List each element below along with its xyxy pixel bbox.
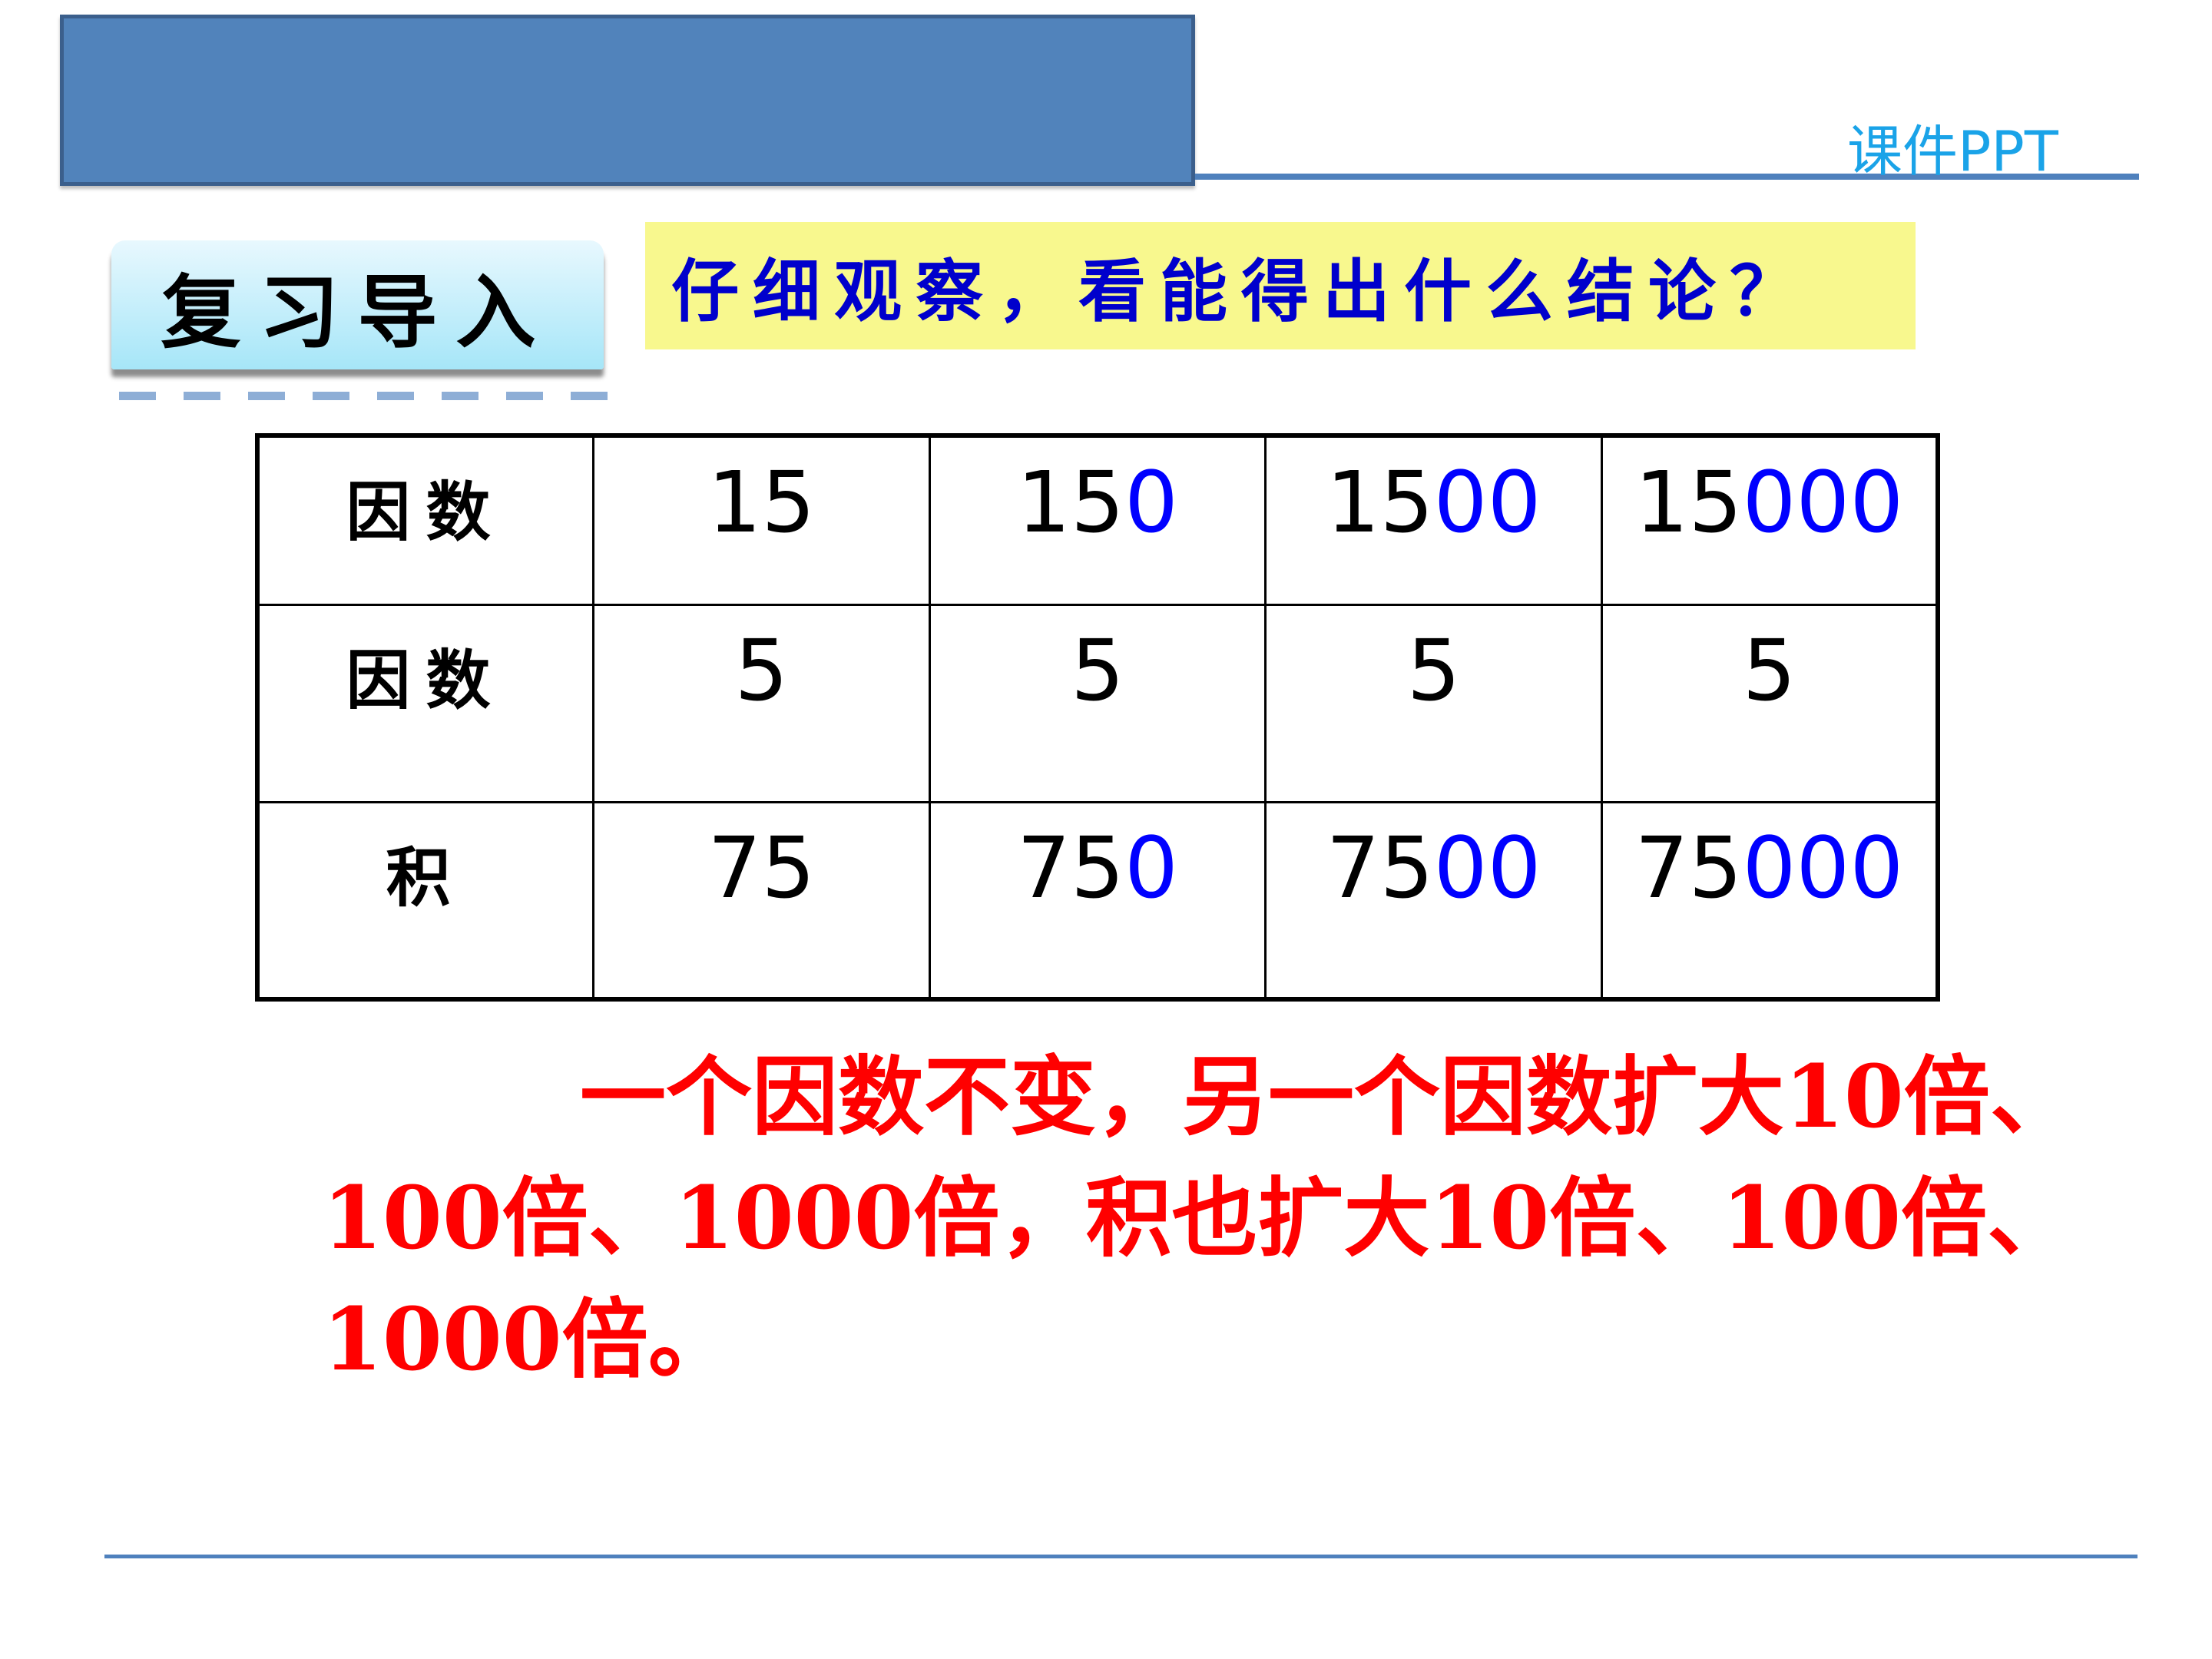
cell-digits: 5 [1406, 621, 1461, 720]
section-badge: 复习导入 [111, 240, 604, 369]
cell-digits: 75 [1634, 818, 1743, 917]
table-cell: 7500 [1264, 800, 1603, 1001]
cell-added-zeros: 0 [1124, 453, 1178, 551]
table-cell: 5 [1600, 603, 1939, 803]
table-cell: 1500 [1264, 434, 1603, 606]
cell-added-zeros: 000 [1742, 818, 1904, 917]
cell-added-zeros: 000 [1742, 453, 1904, 551]
cell-digits: 75 [707, 818, 816, 917]
cell-added-zeros: 00 [1433, 818, 1541, 917]
cell-digits: 15 [707, 453, 816, 551]
title-banner [60, 15, 1195, 186]
table-cell: 150 [928, 434, 1267, 606]
table-cell: 15000 [1600, 434, 1939, 606]
table-row: 因数 5 5 5 5 [256, 603, 1939, 803]
cell-added-zeros: 0 [1124, 818, 1178, 917]
cell-digits: 5 [1070, 621, 1124, 720]
table-cell: 5 [928, 603, 1267, 803]
cell-digits: 5 [1742, 621, 1796, 720]
table-cell: 5 [1264, 603, 1603, 803]
table-row: 积 75 750 7500 75000 [256, 800, 1939, 1001]
conclusion-text: 一个因数不变，另一个因数扩大10倍、100倍、1000倍，积也扩大10倍、100… [323, 1047, 2076, 1390]
table-cell: 75 [592, 800, 931, 1001]
table-cell: 5 [592, 603, 931, 803]
cell-digits: 75 [1326, 818, 1434, 917]
table-cell: 15 [592, 434, 931, 606]
factor-product-table: 因数 15 150 1500 15000 因数 5 5 5 5 积 75 750 7500 75000 [255, 433, 1940, 1002]
cell-digits: 15 [1634, 453, 1743, 551]
cell-digits: 15 [1326, 453, 1434, 551]
cell-added-zeros: 00 [1433, 453, 1541, 551]
row-label: 因数 [256, 434, 595, 606]
cell-digits: 75 [1016, 818, 1124, 917]
row-label: 因数 [256, 603, 595, 803]
cell-digits: 15 [1016, 453, 1124, 551]
brand-label: 课件PPT [1847, 119, 2058, 184]
table-row: 因数 15 150 1500 15000 [256, 434, 1939, 606]
table-cell: 750 [928, 800, 1267, 1001]
header-divider [1195, 174, 2139, 180]
row-label: 积 [256, 800, 595, 1001]
dashed-divider [119, 392, 608, 400]
question-prompt: 仔细观察，看能得出什么结论？ [645, 222, 1916, 349]
table-cell: 75000 [1600, 800, 1939, 1001]
footer-divider [104, 1555, 2137, 1558]
cell-digits: 5 [734, 621, 789, 720]
